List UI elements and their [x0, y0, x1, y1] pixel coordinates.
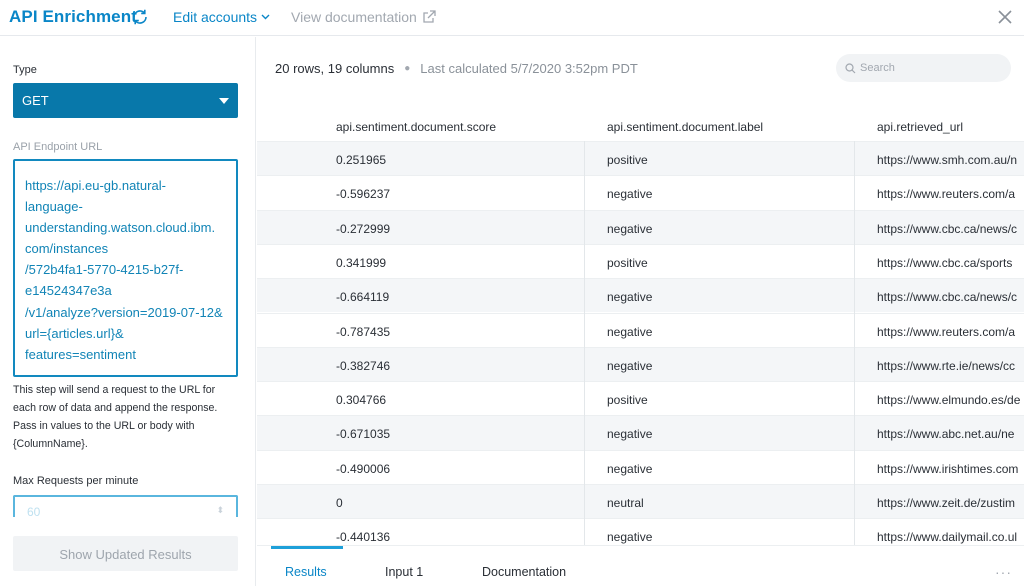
separator-dot: ● [404, 63, 411, 74]
results-panel: 20 rows, 19 columns ● Last calculated 5/… [257, 37, 1024, 586]
table-header: api.sentiment.document.score api.sentime… [257, 109, 1024, 141]
score-cell: -0.440136 [336, 530, 391, 545]
url-cell: https://www.abc.net.au/ne [877, 427, 1015, 442]
active-tab-indicator [271, 546, 343, 549]
max-requests-value: 60 [27, 505, 41, 517]
row-col-summary: 20 rows, 19 columns [275, 61, 395, 76]
edit-accounts-label: Edit accounts [173, 9, 258, 25]
view-documentation-link[interactable]: View documentation [291, 9, 436, 25]
sidebar: Type GET API Endpoint URL https://api.eu… [0, 37, 256, 586]
table-row: -0.596237 negative https://www.reuters.c… [257, 175, 1024, 209]
search-placeholder: Search [860, 62, 895, 74]
max-requests-input[interactable]: 60 ⬍ [13, 495, 238, 517]
close-icon[interactable] [996, 8, 1014, 26]
more-options-icon[interactable]: ··· [995, 564, 1012, 580]
help-text: This step will send a request to the URL… [13, 384, 218, 450]
chevron-down-icon [261, 14, 270, 20]
score-cell: -0.272999 [336, 221, 391, 236]
type-select-value: GET [22, 93, 49, 108]
score-cell: 0.341999 [336, 255, 387, 270]
label-cell: negative [607, 427, 653, 442]
label-cell: neutral [607, 496, 644, 510]
results-table: api.sentiment.document.score api.sentime… [257, 109, 1024, 545]
bottom-tabs: Results Input 1 Documentation ··· [257, 545, 1024, 586]
table-row: 0.251965 positive https://www.smh.com.au… [257, 141, 1024, 176]
header-bar: API Enrichment Edit accounts View docume… [0, 0, 1024, 36]
label-cell: positive [607, 393, 648, 408]
table-row: -0.671035 negative https://www.abc.net.a… [257, 415, 1024, 450]
label-cell: negative [607, 461, 653, 476]
show-updated-results-button[interactable]: Show Updated Results [13, 536, 238, 571]
search-input[interactable]: Search [836, 54, 1011, 82]
table-row: -0.440136 negative https://www.dailymail… [257, 518, 1024, 545]
column-divider [854, 141, 855, 545]
url-cell: https://www.reuters.com/a [877, 324, 1016, 339]
max-requests-label: Max Requests per minute [13, 475, 139, 487]
score-cell: -0.490006 [336, 461, 391, 476]
results-meta: 20 rows, 19 columns ● Last calculated 5/… [275, 61, 638, 76]
url-cell: https://www.irishtimes.com [877, 461, 1019, 476]
tab-input-1[interactable]: Input 1 [385, 565, 424, 579]
label-cell: negative [607, 358, 653, 373]
column-header-score[interactable]: api.sentiment.document.score [336, 120, 497, 134]
tab-results[interactable]: Results [285, 565, 327, 579]
view-documentation-label: View documentation [291, 9, 417, 25]
score-cell: 0 [336, 496, 343, 510]
table-row: -0.490006 negative https://www.irishtime… [257, 449, 1024, 484]
column-header-url[interactable]: api.retrieved_url [877, 120, 964, 134]
type-label: Type [13, 64, 37, 76]
type-select[interactable]: GET [13, 83, 238, 118]
page-title: API Enrichment [9, 7, 137, 26]
score-cell: -0.664119 [336, 290, 390, 305]
url-cell: https://www.rte.ie/news/cc [877, 358, 1016, 373]
table-row: -0.787435 negative https://www.reuters.c… [257, 312, 1024, 347]
tab-documentation[interactable]: Documentation [482, 565, 567, 579]
caret-down-icon [219, 98, 229, 104]
refresh-icon[interactable] [131, 8, 149, 26]
label-cell: negative [607, 290, 653, 305]
table-row: 0.304766 positive https://www.elmundo.es… [257, 381, 1024, 415]
score-cell: -0.787435 [336, 324, 391, 339]
table-row: -0.382746 negative https://www.rte.ie/ne… [257, 346, 1024, 382]
label-cell: positive [607, 153, 648, 167]
endpoint-label: API Endpoint URL [13, 141, 103, 153]
edit-accounts-dropdown[interactable]: Edit accounts [173, 9, 270, 25]
score-cell: 0.304766 [336, 393, 387, 408]
search-icon [845, 63, 856, 74]
label-cell: negative [607, 187, 653, 202]
label-cell: negative [607, 530, 653, 545]
score-cell: -0.671035 [336, 427, 391, 442]
stepper-icon[interactable]: ⬍ [216, 505, 224, 515]
url-cell: https://www.smh.com.au/n [877, 153, 1018, 167]
last-calculated: Last calculated 5/7/2020 3:52pm PDT [420, 61, 638, 76]
url-cell: https://www.reuters.com/a [877, 187, 1016, 202]
score-cell: -0.382746 [336, 358, 391, 373]
label-cell: negative [607, 324, 653, 339]
url-cell: https://www.cbc.ca/news/c [877, 221, 1018, 236]
label-cell: positive [607, 255, 648, 270]
table-row: 0.341999 positive https://www.cbc.ca/spo… [257, 243, 1024, 278]
score-cell: 0.251965 [336, 153, 387, 167]
column-header-label[interactable]: api.sentiment.document.label [607, 120, 764, 134]
table-row: 0 neutral https://www.zeit.de/zustim [257, 484, 1024, 519]
url-cell: https://www.cbc.ca/news/c [877, 290, 1018, 305]
table-row: -0.272999 negative https://www.cbc.ca/ne… [257, 209, 1024, 244]
table-row: -0.664119 negative https://www.cbc.ca/ne… [257, 278, 1024, 313]
external-link-icon [423, 10, 436, 23]
url-cell: https://www.dailymail.co.ul [877, 530, 1018, 545]
url-cell: https://www.zeit.de/zustim [877, 496, 1016, 510]
url-cell: https://www.elmundo.es/de [877, 393, 1021, 408]
score-cell: -0.596237 [336, 187, 391, 202]
endpoint-url-input[interactable]: https://api.eu-gb.natural- language- und… [13, 159, 238, 377]
column-divider [584, 141, 585, 545]
url-cell: https://www.cbc.ca/sports [877, 255, 1013, 270]
label-cell: negative [607, 221, 653, 236]
